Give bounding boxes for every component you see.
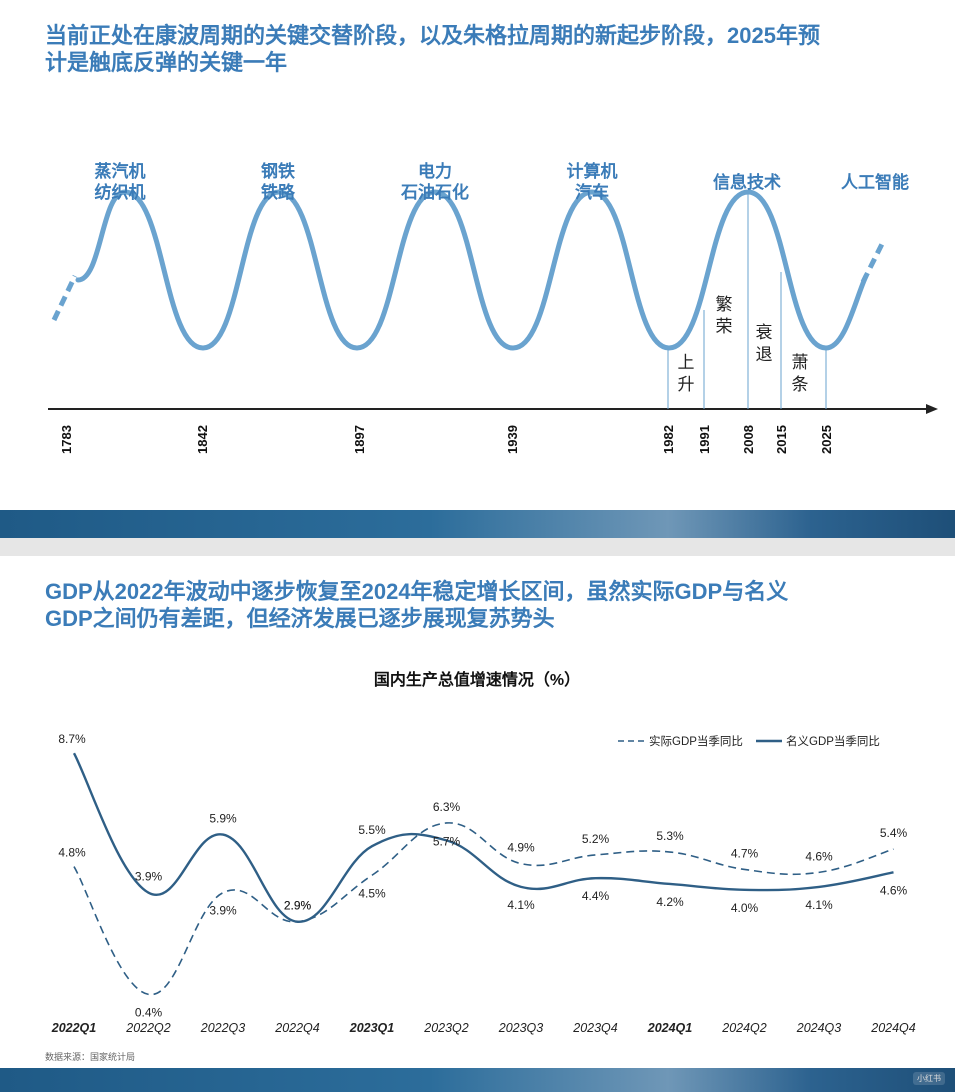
legend-label-nominal: 名义GDP当季同比 — [786, 734, 880, 748]
data-label-real: 5.4% — [880, 826, 908, 840]
data-label-nominal: 4.4% — [582, 889, 610, 903]
year-tick-label: 1842 — [195, 425, 210, 454]
year-tick-label: 2025 — [819, 425, 834, 454]
wave-dashed-start — [51, 274, 78, 322]
category-label: 2024Q2 — [721, 1021, 767, 1035]
year-tick-label: 2015 — [774, 425, 789, 454]
data-label-real: 2.9% — [284, 899, 312, 913]
wave-dashed-end — [860, 238, 887, 284]
category-label: 2022Q4 — [274, 1021, 320, 1035]
wave-label-line1: 钢铁 — [261, 161, 295, 181]
slide2-title-line2: GDP之间仍有差距，但经济发展已逐步展现复苏势头 — [45, 606, 555, 631]
legend-label-real: 实际GDP当季同比 — [649, 734, 743, 748]
data-label-nominal: 4.6% — [880, 883, 908, 897]
data-label-real: 4.7% — [731, 846, 759, 860]
category-label: 2022Q1 — [51, 1021, 97, 1035]
year-tick-label: 1783 — [59, 425, 74, 454]
phase-char: 荣 — [716, 317, 733, 336]
data-label-real: 5.2% — [582, 832, 610, 846]
category-label: 2024Q1 — [647, 1021, 693, 1035]
slide1-footer-band — [0, 510, 955, 538]
data-label-real: 4.6% — [805, 849, 833, 863]
series-line-nominal-gdp — [72, 752, 894, 923]
category-label: 2024Q3 — [796, 1021, 842, 1035]
category-label: 2023Q4 — [572, 1021, 618, 1035]
slide2-title: GDP从2022年波动中逐步恢复至2024年稳定增长区间，虽然实际GDP与名义 … — [45, 578, 925, 632]
category-label: 2024Q4 — [870, 1021, 916, 1035]
wave-label-line1: 人工智能 — [841, 172, 909, 192]
timeline-arrow — [926, 404, 938, 414]
chart-legend: 实际GDP当季同比 名义GDP当季同比 — [618, 734, 880, 748]
wave-label-line1: 信息技术 — [713, 172, 781, 192]
data-label-nominal: 2.9% — [284, 899, 312, 913]
year-tick-label: 1939 — [505, 425, 520, 454]
data-label-real: 6.3% — [433, 800, 461, 814]
category-label: 2022Q3 — [200, 1021, 246, 1035]
phase-char: 条 — [792, 375, 809, 394]
category-label: 2022Q2 — [125, 1021, 171, 1035]
slide2-footer-band — [0, 1068, 955, 1092]
wave-label-line2: 纺织机 — [95, 182, 146, 202]
data-source: 数据来源：国家统计局 — [45, 1052, 136, 1062]
wave-label-line1: 蒸汽机 — [95, 161, 146, 181]
data-label-real: 5.3% — [656, 829, 684, 843]
slide-gap — [0, 538, 955, 556]
series-line-real-gdp — [73, 822, 894, 996]
chart-title: 国内生产总值增速情况（%） — [374, 670, 580, 689]
phase-char: 退 — [756, 345, 773, 364]
watermark: 小红书 — [913, 1072, 945, 1085]
phase-label-3: 萧条 — [792, 353, 809, 394]
data-label-nominal: 4.0% — [731, 901, 759, 915]
phase-char: 上 — [678, 353, 695, 372]
phase-char: 升 — [678, 375, 695, 394]
phase-char: 衰 — [756, 323, 773, 342]
data-label-nominal: 4.2% — [656, 895, 684, 909]
slide-gdp: GDP从2022年波动中逐步恢复至2024年稳定增长区间，虽然实际GDP与名义 … — [0, 556, 955, 1068]
wave-label-5: 人工智能 — [841, 172, 909, 192]
year-tick-label: 1982 — [661, 425, 676, 454]
phase-label-0: 上升 — [678, 353, 695, 394]
year-tick-label: 1897 — [352, 425, 367, 454]
gdp-growth-chart: 国内生产总值增速情况（%） 4.8% 0.4% 3.9% 2.9% 4.5% 6.3% 4.9… — [51, 670, 916, 1035]
category-label: 2023Q2 — [423, 1021, 469, 1035]
data-label-nominal: 5.5% — [358, 823, 386, 837]
slide1-title-line1: 当前正处在康波周期的关键交替阶段，以及朱格拉周期的新起步阶段，2025年预 — [45, 23, 820, 48]
category-label: 2023Q1 — [349, 1021, 395, 1035]
data-label-real: 0.4% — [135, 1005, 163, 1019]
category-label: 2023Q3 — [498, 1021, 544, 1035]
slide2-title-line1: GDP从2022年波动中逐步恢复至2024年稳定增长区间，虽然实际GDP与名义 — [45, 579, 789, 604]
wave-label-line1: 电力 — [418, 161, 452, 181]
phase-char: 繁 — [716, 295, 733, 314]
phase-label-1: 繁荣 — [716, 295, 733, 336]
data-label-nominal: 4.1% — [805, 898, 833, 912]
data-label-real: 4.9% — [507, 841, 535, 855]
data-label-nominal: 5.7% — [433, 834, 461, 848]
data-label-nominal: 5.9% — [209, 812, 237, 826]
wave-curve — [75, 189, 869, 351]
data-label-nominal: 3.9% — [135, 870, 163, 884]
data-label-nominal: 4.1% — [507, 898, 535, 912]
year-tick-label: 1991 — [697, 425, 712, 454]
wave-label-line2: 汽车 — [575, 182, 609, 202]
wave-label-line2: 石油石化 — [400, 182, 469, 202]
wave-label-line1: 计算机 — [567, 161, 618, 181]
phase-char: 萧 — [792, 353, 809, 372]
data-label-real: 3.9% — [209, 904, 237, 918]
slide1-title-line2: 计是触底反弹的关键一年 — [45, 50, 288, 75]
data-label-real: 4.5% — [358, 886, 386, 900]
wave-label-line2: 铁路 — [261, 182, 296, 202]
data-label-nominal: 8.7% — [58, 732, 86, 746]
slide-kondratiev: 当前正处在康波周期的关键交替阶段，以及朱格拉周期的新起步阶段，2025年预 计是… — [0, 0, 955, 510]
data-label-real: 4.8% — [58, 846, 86, 860]
phase-label-2: 衰退 — [756, 323, 773, 364]
slide1-title: 当前正处在康波周期的关键交替阶段，以及朱格拉周期的新起步阶段，2025年预 计是… — [45, 22, 925, 76]
wave-label-4: 信息技术 — [713, 172, 781, 192]
year-tick-label: 2008 — [741, 425, 756, 454]
